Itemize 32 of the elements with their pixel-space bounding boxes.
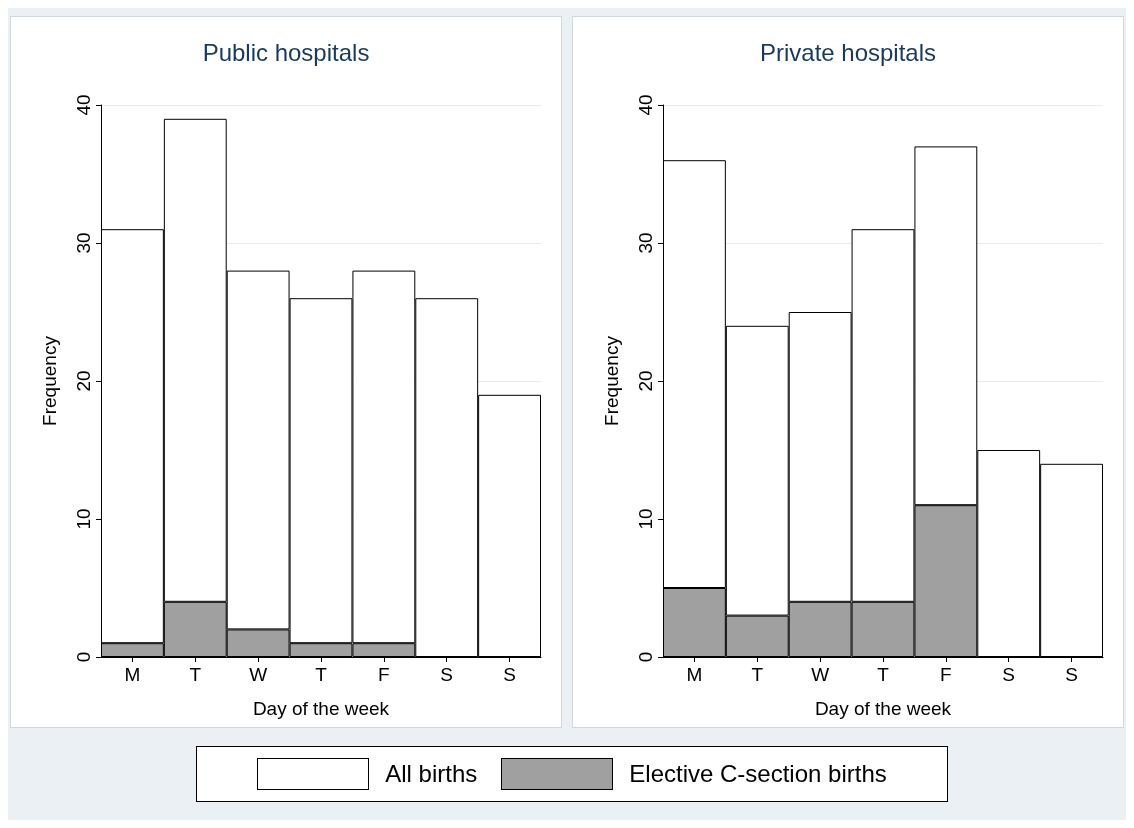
y-tick-label: 20 [73, 370, 94, 392]
x-tick-label: T [751, 664, 764, 685]
x-tick-label: S [1065, 664, 1078, 685]
x-tick-label: T [877, 664, 890, 685]
x-tick-label: F [940, 664, 952, 685]
y-tick-label: 30 [73, 232, 94, 254]
y-tick-label: 10 [635, 508, 656, 530]
x-axis-title: Day of the week [814, 698, 952, 719]
y-tick-label: 20 [635, 370, 656, 392]
x-tick-label: M [686, 664, 703, 685]
y-tick-label: 0 [73, 651, 94, 663]
x-tick-label: S [503, 664, 516, 685]
y-tick-label: 30 [635, 232, 656, 254]
x-tick-label: T [315, 664, 328, 685]
chart-title: Private hospitals [759, 38, 937, 66]
x-tick-label: W [249, 664, 268, 685]
legend-label: All births [385, 760, 478, 788]
x-tick-label: F [378, 664, 390, 685]
y-tick-label: 0 [635, 651, 656, 663]
y-tick-label: 40 [635, 94, 656, 116]
y-tick-label: 40 [73, 94, 94, 116]
legend-label: Elective C-section births [629, 760, 887, 788]
x-tick-label: T [189, 664, 202, 685]
chart-title: Public hospitals [202, 38, 370, 66]
x-tick-label: S [440, 664, 454, 685]
x-tick-label: S [1002, 664, 1016, 685]
y-tick-label: 10 [73, 508, 94, 530]
x-axis-title: Day of the week [252, 698, 390, 719]
y-axis-title: Frequency [39, 335, 60, 426]
y-axis-title: Frequency [601, 335, 622, 426]
x-tick-label: W [811, 664, 830, 685]
x-tick-label: M [124, 664, 141, 685]
